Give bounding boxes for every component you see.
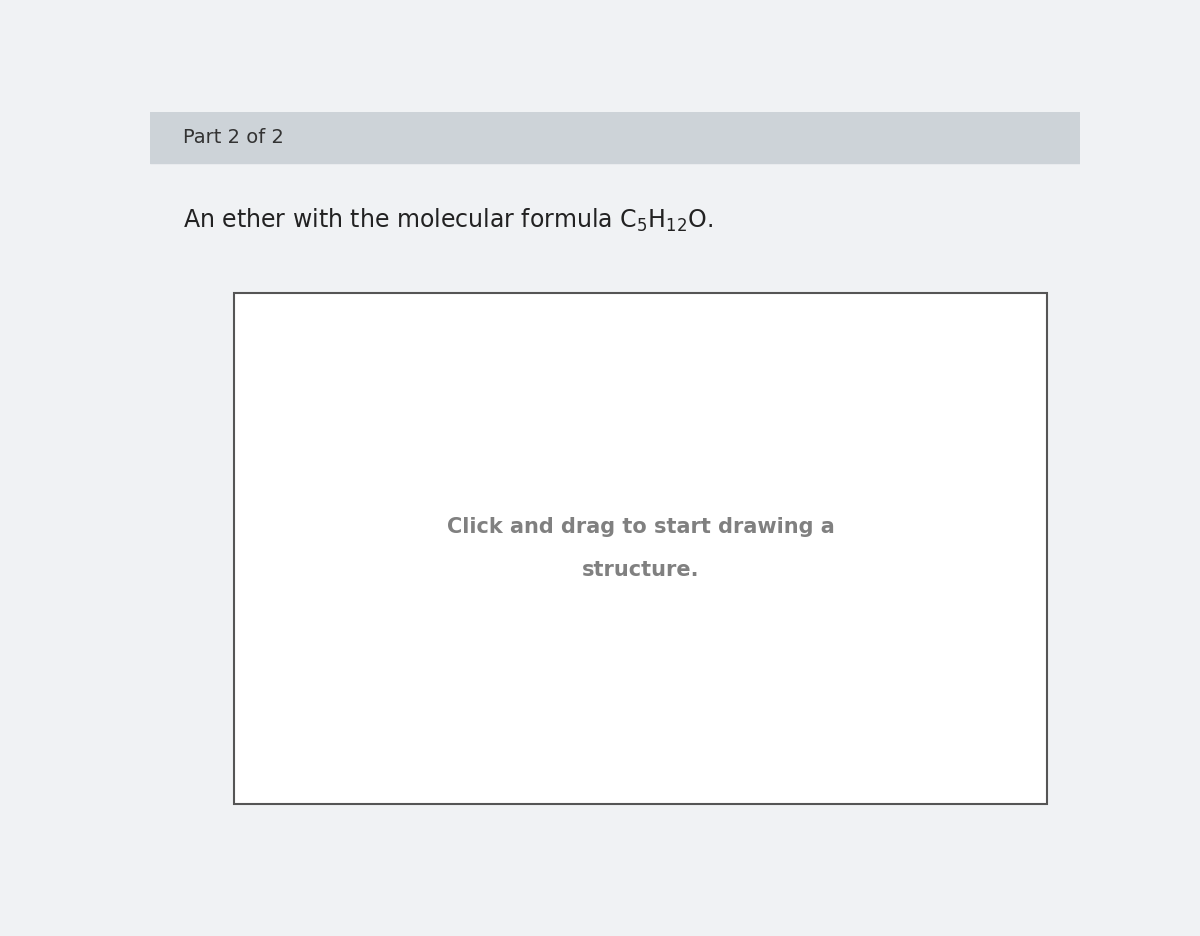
Bar xyxy=(234,292,1048,804)
Text: structure.: structure. xyxy=(582,560,700,580)
Text: Part 2 of 2: Part 2 of 2 xyxy=(182,128,283,147)
Bar xyxy=(150,112,1080,163)
Text: An ether with the molecular formula $\mathrm{C_5H_{12}O}$.: An ether with the molecular formula $\ma… xyxy=(182,207,713,234)
Text: Click and drag to start drawing a: Click and drag to start drawing a xyxy=(446,517,834,536)
